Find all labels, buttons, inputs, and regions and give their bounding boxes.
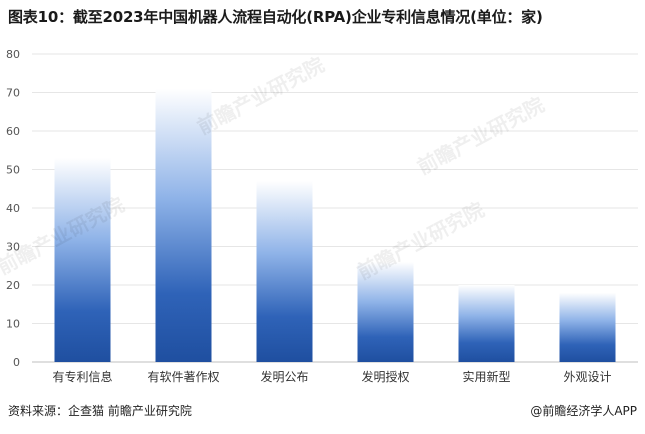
x-tick-label: 有专利信息: [52, 369, 112, 384]
y-tick-label: 10: [6, 318, 20, 331]
source-note: 资料来源：企查猫 前瞻产业研究院: [8, 404, 192, 418]
y-tick-label: 20: [6, 279, 20, 292]
bar: [256, 181, 313, 362]
chart-title: 图表10：截至2023年中国机器人流程自动化(RPA)企业专利信息情况(单位：家…: [8, 8, 543, 26]
y-tick-label: 80: [6, 48, 20, 61]
y-tick-label: 0: [13, 356, 20, 369]
x-tick-label: 发明授权: [361, 369, 409, 384]
y-tick-label: 30: [6, 241, 20, 254]
bar: [357, 261, 414, 362]
bar: [54, 157, 111, 362]
y-tick-label: 70: [6, 87, 20, 100]
credit-note: @前瞻经济学人APP: [530, 404, 637, 418]
x-tick-label: 发明公布: [260, 369, 308, 384]
x-tick-label: 有软件著作权: [147, 370, 219, 384]
bar: [155, 88, 212, 363]
y-tick-label: 40: [6, 202, 20, 215]
bar: [458, 285, 515, 362]
y-tick-label: 50: [6, 164, 20, 177]
y-tick-label: 60: [6, 125, 20, 138]
x-tick-label: 外观设计: [563, 370, 611, 384]
bar: [559, 292, 616, 362]
x-tick-label: 实用新型: [462, 369, 510, 384]
